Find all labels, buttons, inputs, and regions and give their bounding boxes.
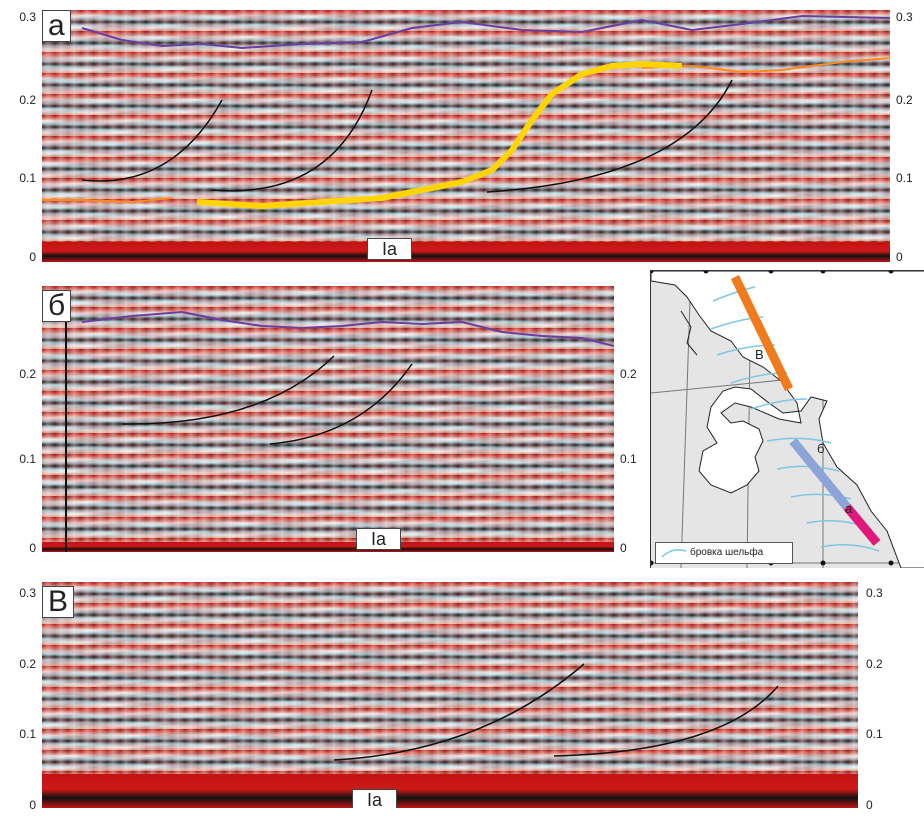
legend-label: бровка шельфа [690,547,764,558]
tick-a-left-2: 0.1 [19,171,36,185]
tick-b-right-1: 0.1 [620,452,637,466]
clinoform-a-2 [211,89,373,192]
shelf-edge-arc [766,437,832,444]
shelf-edge-arc [750,398,808,410]
clinoform-a-3 [486,79,733,193]
seismic-section-a: а Ia [42,10,890,262]
tick-v-left-3: 0 [29,798,36,812]
shelf-edge-arc [790,493,852,500]
grid-dot [888,560,894,566]
graticule-line [680,270,692,569]
seismic-section-v: В Ia [42,582,858,808]
profile-line-b [789,438,851,510]
tick-a-left-3: 0 [29,250,36,264]
tick-a-left-0: 0.3 [19,10,36,24]
shelf-edge-legend-icon [661,549,687,558]
profile-line-v [730,275,794,391]
clinoform-v-1 [333,663,585,761]
grid-dot [648,560,654,566]
unit-label-b: Ia [356,528,402,550]
orange-horizon-a [641,57,890,74]
map-drawing [648,268,924,569]
clinoform-v-2 [553,685,779,757]
map-label-v: В [755,347,764,362]
clinoform-b-1 [121,355,335,425]
tick-b-left-1: 0.1 [19,452,36,466]
shelf-edge-arc [820,544,880,552]
location-map-inset: В б а бровка шельфа [648,268,924,569]
unit-label-a: Ia [367,238,413,260]
tick-v-left-0: 0.3 [19,586,36,600]
seismic-section-b: б Ia [42,286,614,552]
clinoform-a-1 [81,99,223,182]
seafloor-line-a [81,14,890,50]
map-legend: бровка шельфа [655,542,793,564]
tick-v-left-2: 0.1 [19,727,36,741]
tick-b-left-2: 0 [29,541,36,555]
tick-a-right-3: 0 [896,250,903,264]
section-a-overlay [42,14,890,210]
panel-label-a: а [42,10,71,42]
tick-a-right-1: 0.2 [896,93,913,107]
section-v-overlay [333,663,779,761]
tick-b-right-0: 0.2 [620,367,637,381]
tick-v-left-1: 0.2 [19,657,36,671]
yellow-horizon-a [196,60,683,210]
tick-a-left-1: 0.2 [19,93,36,107]
coast-detail [680,310,698,356]
tick-b-right-2: 0 [620,541,627,555]
map-label-b: б [817,441,825,456]
shelf-edge-arc [712,286,756,302]
shelf-edge-arc [776,465,840,472]
panel-label-b: б [42,290,72,322]
grid-dot [820,560,826,566]
tick-v-right-0: 0.3 [866,586,883,600]
unit-label-v: Ia [352,789,398,808]
clinoform-b-2 [269,363,413,445]
seafloor-line-b [81,310,614,347]
tick-a-right-2: 0.1 [896,171,913,185]
profile-line-a [843,504,881,546]
tick-a-right-0: 0.3 [896,10,913,24]
map-label-a: а [845,501,853,516]
orange-horizon-a-low [42,197,173,204]
panel-label-v: В [42,586,75,618]
landmass [650,270,924,569]
tick-v-right-2: 0.1 [866,727,883,741]
tick-b-left-0: 0.2 [19,367,36,381]
tick-v-right-3: 0 [866,798,873,812]
tick-v-right-1: 0.2 [866,657,883,671]
section-b-overlay [65,310,614,552]
